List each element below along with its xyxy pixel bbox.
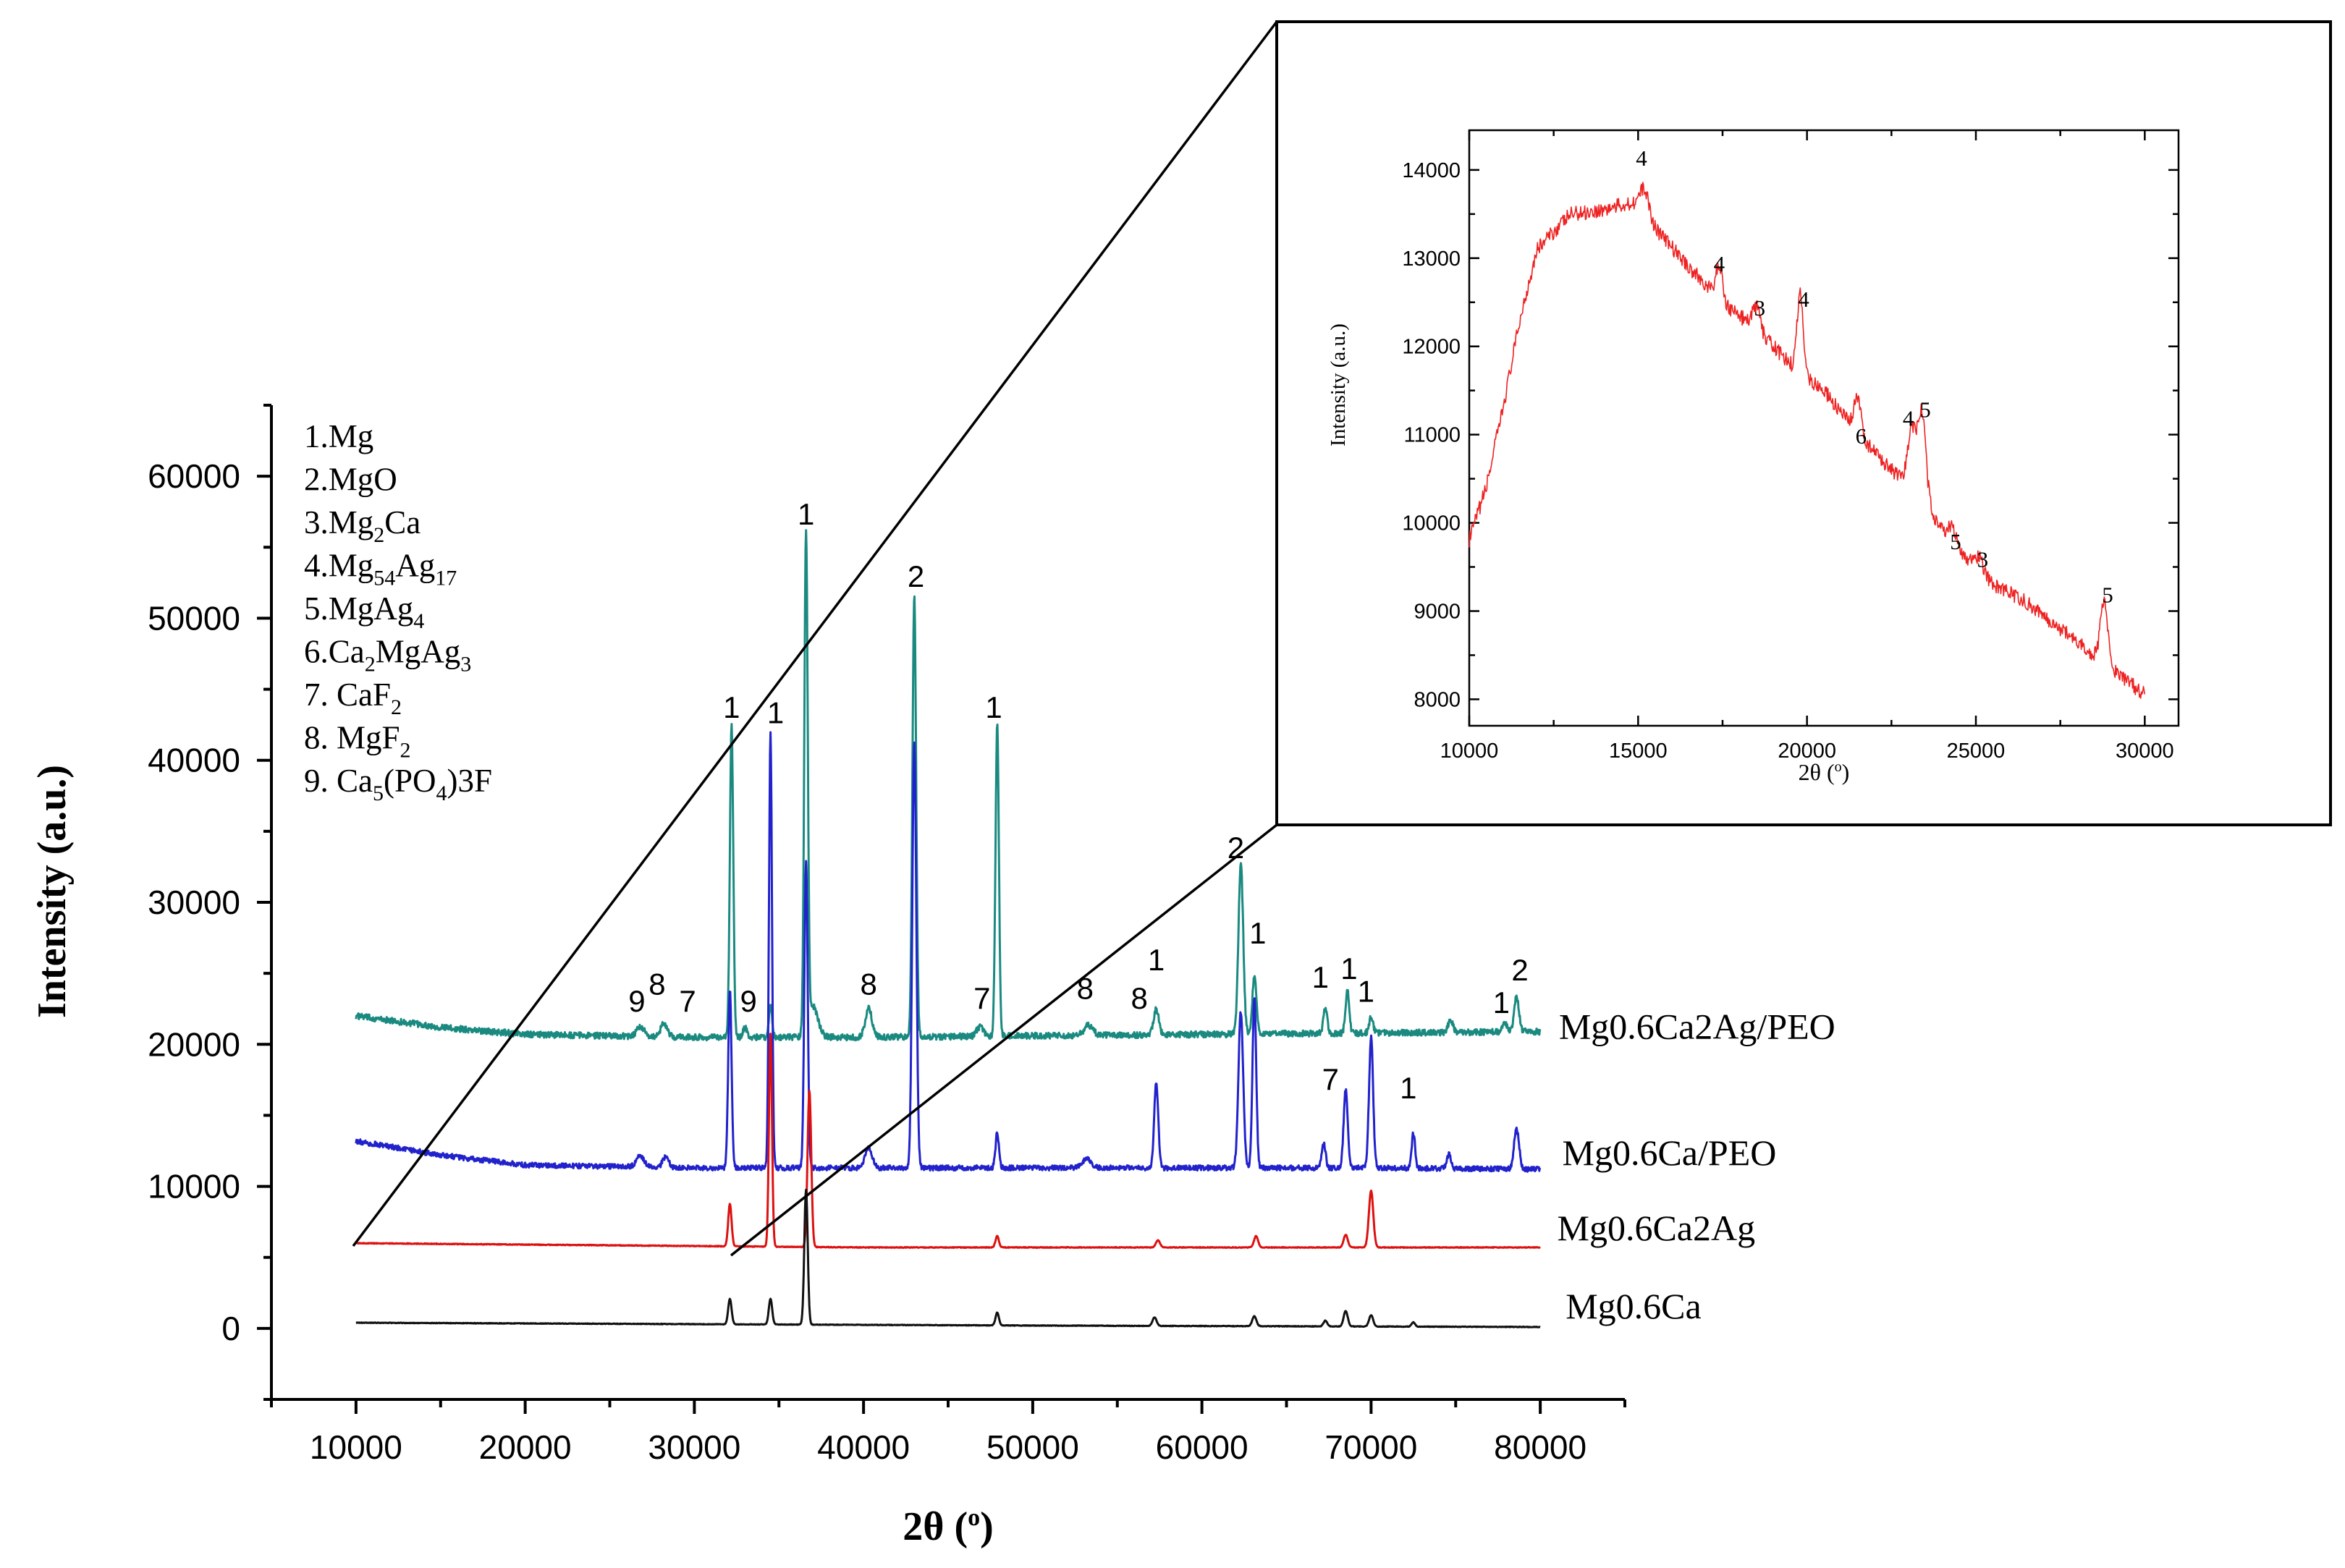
x-tick-label: 30000 bbox=[648, 1428, 740, 1466]
phase-legend-item: 7. CaF2 bbox=[304, 677, 402, 719]
phase-legend-item: 3.Mg2Ca bbox=[304, 504, 421, 547]
series-line-1 bbox=[355, 731, 1542, 1173]
peak-annotation: 7 bbox=[679, 984, 696, 1018]
inset-series-line bbox=[1469, 182, 2146, 699]
y-axis-title: Intensity (a.u.) bbox=[30, 765, 75, 1018]
y-tick-label: 30000 bbox=[148, 883, 240, 921]
peak-annotation: 1 bbox=[1358, 974, 1374, 1008]
inset-peak-annotation: 4 bbox=[1636, 145, 1647, 171]
inset-x-tick-label: 10000 bbox=[1440, 739, 1499, 763]
peak-annotation: 8 bbox=[1131, 981, 1147, 1015]
inset-peak-annotation: 3 bbox=[1977, 547, 1989, 572]
y-tick-label: 20000 bbox=[148, 1025, 240, 1063]
inset-y-tick-label: 8000 bbox=[1414, 688, 1461, 711]
peak-annotation: 2 bbox=[908, 559, 924, 593]
peak-annotation: 7 bbox=[1322, 1062, 1339, 1096]
peak-annotation: 7 bbox=[973, 981, 990, 1015]
zoom-line-lower bbox=[730, 823, 1278, 1257]
peak-annotation: 1 bbox=[1148, 943, 1165, 977]
inset-x-axis-title: 2θ (o) bbox=[1799, 759, 1850, 785]
phase-legend-item: 8. MgF2 bbox=[304, 720, 411, 763]
inset-peak-annotation: 5 bbox=[2102, 582, 2113, 607]
inset-y-tick-label: 10000 bbox=[1402, 512, 1461, 535]
inset-y-tick-label: 9000 bbox=[1414, 600, 1461, 623]
inset-peak-annotation: 4 bbox=[1798, 287, 1809, 312]
x-tick-label: 20000 bbox=[479, 1428, 572, 1466]
peak-annotation: 1 bbox=[985, 690, 1002, 724]
series-label: Mg0.6Ca/PEO bbox=[1563, 1132, 1777, 1173]
peak-annotation: 1 bbox=[1312, 960, 1329, 994]
x-tick-label: 70000 bbox=[1324, 1428, 1417, 1466]
x-tick-label: 50000 bbox=[986, 1428, 1079, 1466]
series-label: Mg0.6Ca2Ag bbox=[1558, 1208, 1756, 1248]
y-tick-label: 10000 bbox=[148, 1168, 240, 1205]
inset-frame bbox=[1275, 20, 2332, 826]
inset-plot-box bbox=[1468, 129, 2180, 727]
y-tick-label: 40000 bbox=[148, 742, 240, 779]
peak-annotation: 2 bbox=[1228, 831, 1244, 865]
inset-peak-annotation: 6 bbox=[1856, 423, 1867, 449]
phase-legend-item: 4.Mg54Ag17 bbox=[304, 548, 457, 590]
x-tick-label: 10000 bbox=[310, 1428, 402, 1466]
series-line-2 bbox=[355, 1033, 1541, 1249]
phase-legend-item: 2.MgO bbox=[304, 462, 397, 498]
phase-legend-item: 6.Ca2MgAg3 bbox=[304, 634, 471, 677]
peak-annotation: 1 bbox=[767, 696, 784, 730]
series-line-3 bbox=[355, 1188, 1541, 1328]
inset-peak-annotation: 3 bbox=[1754, 295, 1766, 321]
inset-x-tick-label: 30000 bbox=[2116, 739, 2174, 763]
y-tick-label: 50000 bbox=[148, 599, 240, 637]
peak-annotation: 1 bbox=[723, 690, 740, 724]
inset-peak-annotation: 4 bbox=[1714, 251, 1725, 276]
inset-y-axis-title: Intensity (a.u.) bbox=[1327, 323, 1350, 446]
inset-peak-annotation: 5 bbox=[1919, 397, 1931, 422]
main-chart: 10000 20000 30000 40000 50000 60000 70000 80000… bbox=[30, 404, 1835, 1549]
peak-annotation: 8 bbox=[860, 967, 876, 1001]
inset-y-tick-label: 12000 bbox=[1402, 336, 1461, 359]
zoom-line-upper bbox=[352, 20, 1278, 1247]
x-tick-label: 40000 bbox=[817, 1428, 910, 1466]
y-tick-label: 60000 bbox=[148, 457, 240, 495]
y-tick-label: 0 bbox=[221, 1310, 240, 1347]
series-line-0 bbox=[355, 529, 1542, 1042]
inset-y-tick-label: 14000 bbox=[1402, 159, 1461, 182]
x-tick-label: 80000 bbox=[1494, 1428, 1586, 1466]
inset-y-tick-label: 13000 bbox=[1402, 247, 1461, 271]
zoom-connector-lines bbox=[352, 20, 1278, 1257]
phase-legend-item: 1.Mg bbox=[304, 418, 373, 454]
inset-x-tick-label: 15000 bbox=[1609, 739, 1668, 763]
series-label: Mg0.6Ca bbox=[1566, 1286, 1702, 1326]
peak-annotation: 9 bbox=[628, 984, 645, 1018]
peak-annotation: 1 bbox=[1493, 986, 1510, 1020]
x-tick-label: 60000 bbox=[1156, 1428, 1248, 1466]
inset-peak-annotation: 5 bbox=[1950, 529, 1961, 554]
phase-legend-item: 9. Ca5(PO4)3F bbox=[304, 763, 492, 805]
peak-annotation: 1 bbox=[1400, 1071, 1416, 1105]
series-label: Mg0.6Ca2Ag/PEO bbox=[1559, 1006, 1835, 1046]
peak-annotation: 1 bbox=[798, 497, 814, 531]
peak-annotation: 8 bbox=[648, 967, 665, 1001]
inset-peak-annotation: 4 bbox=[1903, 405, 1914, 431]
peak-annotation: 1 bbox=[1340, 952, 1357, 986]
inset-y-tick-label: 11000 bbox=[1404, 424, 1461, 447]
inset-x-tick-label: 25000 bbox=[1947, 739, 2006, 763]
peak-annotation: 9 bbox=[740, 984, 756, 1018]
phase-legend-item: 5.MgAg4 bbox=[304, 590, 424, 633]
peak-annotation: 2 bbox=[1511, 953, 1528, 987]
inset-chart: 10000 15000 20000 25000 30000 8000 9000 10000 11… bbox=[1275, 20, 2332, 826]
inset-x-tick-label: 20000 bbox=[1778, 739, 1836, 763]
peak-annotation: 1 bbox=[1249, 916, 1266, 950]
x-axis-title: 2θ (o) bbox=[903, 1504, 994, 1549]
